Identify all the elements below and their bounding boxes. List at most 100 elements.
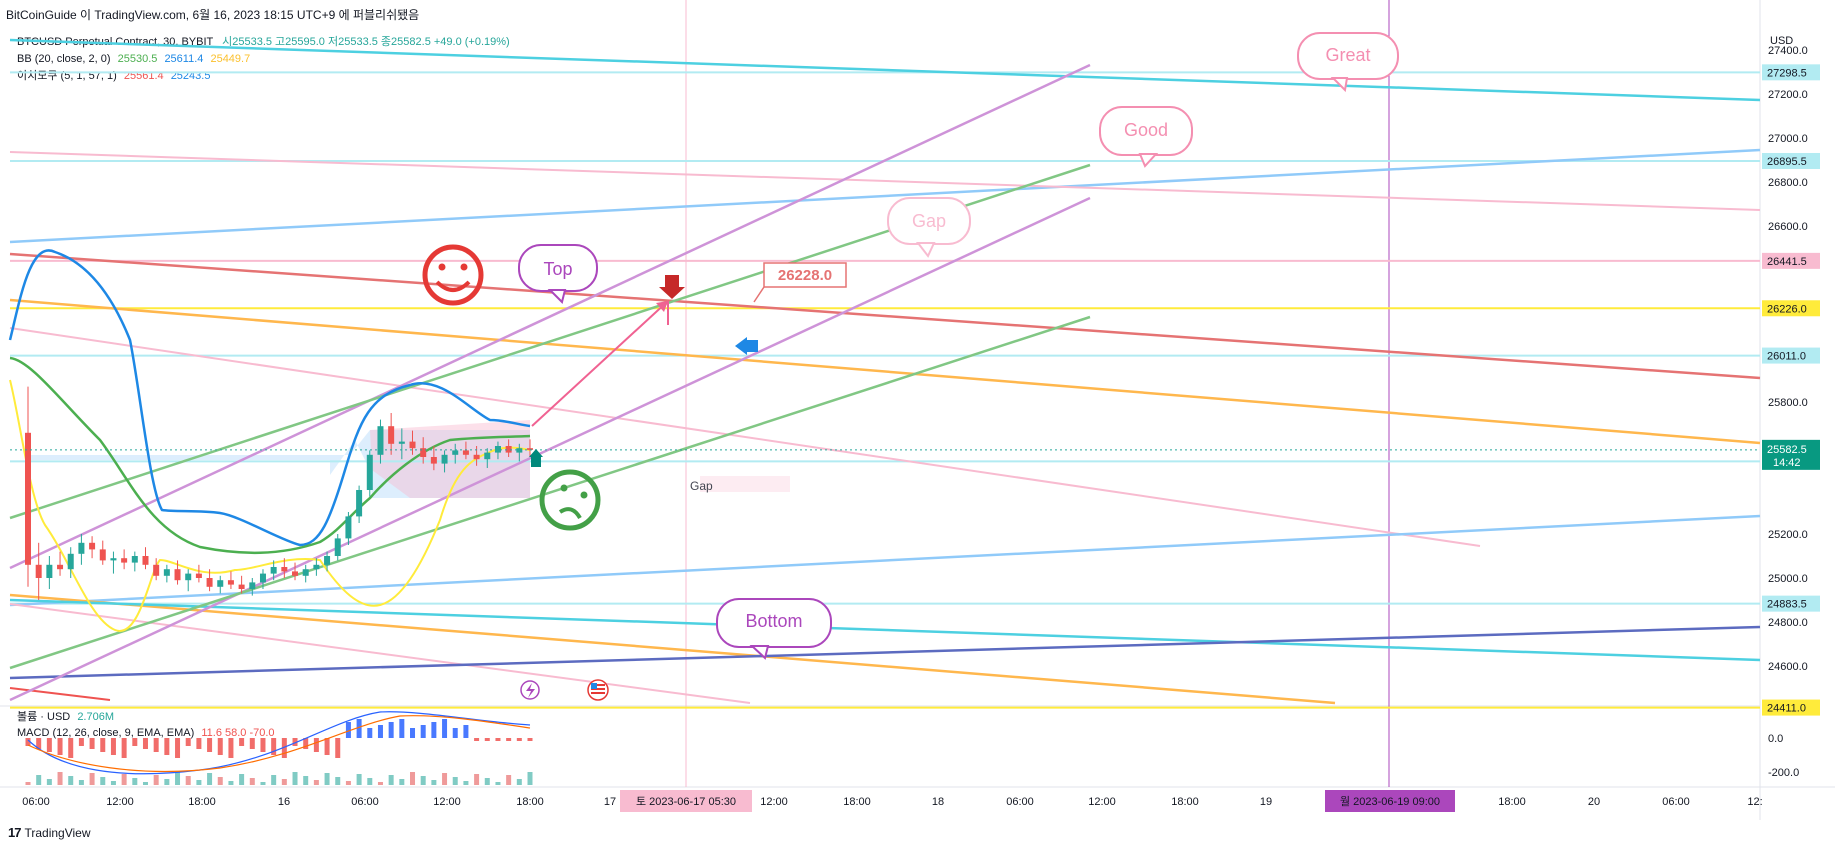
time-axis[interactable]: 06:00 12:00 18:00 16 06:00 12:00 18:00 17 12:00 1… bbox=[22, 790, 1763, 812]
lightning-event-icon[interactable] bbox=[520, 680, 540, 700]
candle-body-37[interactable] bbox=[420, 448, 427, 457]
candle-body-27[interactable] bbox=[313, 564, 320, 570]
macd-label[interactable]: MACD (12, 26, close, 9, EMA, EMA) bbox=[17, 727, 195, 739]
candle-body-35[interactable] bbox=[398, 441, 405, 444]
macd-hist-bar-40 bbox=[452, 728, 458, 738]
bb-label: BB (20, close, 2, 0) bbox=[17, 53, 111, 65]
callout-gap[interactable]: Gap bbox=[887, 197, 971, 258]
candle-body-43[interactable] bbox=[484, 452, 491, 460]
candle-body-17[interactable] bbox=[206, 578, 213, 587]
channel-purple-lower[interactable] bbox=[9, 196, 1091, 702]
candle-body-38[interactable] bbox=[430, 457, 437, 464]
candle-body-4[interactable] bbox=[67, 553, 74, 570]
volume-bar-44 bbox=[495, 782, 501, 785]
volume-bar-7 bbox=[100, 777, 106, 785]
candle-body-9[interactable] bbox=[121, 558, 128, 563]
callout-good[interactable]: Good bbox=[1099, 106, 1193, 168]
candle-body-47[interactable] bbox=[527, 448, 533, 450]
macd-hist-bar-35 bbox=[399, 719, 405, 738]
bb-legend-row[interactable]: BB (20, close, 2, 0) 25530.5 25611.4 254… bbox=[17, 51, 510, 68]
us-flag-event-icon[interactable] bbox=[587, 679, 609, 701]
level-badge-0 bbox=[1762, 64, 1820, 81]
macd-hist-bar-26 bbox=[303, 738, 309, 749]
macd-pane[interactable] bbox=[25, 711, 533, 785]
candle-body-16[interactable] bbox=[195, 573, 202, 578]
projection-arrow[interactable] bbox=[531, 300, 669, 427]
trendline-blue-lower[interactable] bbox=[9, 514, 1761, 607]
target-price-label[interactable]: 26228.0 bbox=[753, 262, 847, 303]
level-badge-6 bbox=[1762, 595, 1820, 612]
candle-body-41[interactable] bbox=[462, 450, 469, 455]
trendline-pink-lower[interactable] bbox=[9, 603, 751, 704]
candle-body-30[interactable] bbox=[345, 516, 352, 539]
candle-body-2[interactable] bbox=[46, 564, 53, 578]
candle-body-1[interactable] bbox=[35, 564, 42, 578]
candle-body-18[interactable] bbox=[217, 580, 224, 587]
candle-body-0[interactable] bbox=[25, 432, 31, 565]
projection-arrow-head bbox=[656, 301, 668, 312]
candle-body-31[interactable] bbox=[356, 490, 363, 517]
candle-body-40[interactable] bbox=[452, 450, 459, 455]
trendline-orange-upper[interactable] bbox=[9, 298, 1761, 445]
candle-body-7[interactable] bbox=[99, 549, 106, 561]
macd-hist-bar-0 bbox=[25, 738, 31, 746]
candle-body-39[interactable] bbox=[441, 454, 448, 464]
candle-body-26[interactable] bbox=[302, 569, 309, 576]
candle-body-6[interactable] bbox=[89, 542, 96, 550]
callout-great[interactable]: Great bbox=[1297, 32, 1399, 93]
candle-body-29[interactable] bbox=[334, 538, 341, 556]
volume-bar-14 bbox=[175, 772, 181, 785]
candle-body-44[interactable] bbox=[494, 446, 501, 453]
callout-bottom[interactable]: Bottom bbox=[716, 598, 832, 660]
trendline-red[interactable] bbox=[9, 252, 1761, 380]
candle-body-8[interactable] bbox=[110, 558, 117, 561]
candle-body-42[interactable] bbox=[473, 454, 480, 460]
candle-body-22[interactable] bbox=[259, 573, 266, 583]
trendline-pink-mid[interactable] bbox=[9, 327, 1481, 547]
candle-body-46[interactable] bbox=[516, 448, 523, 453]
trendline-red-short[interactable] bbox=[9, 687, 111, 701]
candle-body-28[interactable] bbox=[324, 556, 331, 565]
candle-body-20[interactable] bbox=[238, 584, 245, 589]
trendline-orange-lower[interactable] bbox=[9, 593, 1336, 705]
candle-body-3[interactable] bbox=[57, 564, 64, 570]
volume-label[interactable]: 볼륨 · USD bbox=[17, 711, 71, 723]
candle-body-23[interactable] bbox=[270, 567, 277, 574]
macd-hist-bar-24 bbox=[281, 738, 287, 758]
trendline-pink-upper[interactable] bbox=[9, 151, 1761, 211]
channel-green-lower[interactable] bbox=[9, 315, 1091, 670]
trendline-navy[interactable] bbox=[9, 625, 1761, 680]
current-price-badge bbox=[1762, 439, 1820, 470]
channel-purple-upper[interactable] bbox=[9, 63, 1091, 570]
candle-body-21[interactable] bbox=[249, 582, 256, 589]
price-axis[interactable]: 27298.526895.526441.526226.026011.025530… bbox=[1762, 45, 1820, 779]
candlestick-series[interactable] bbox=[25, 386, 533, 600]
candle-body-36[interactable] bbox=[409, 441, 416, 449]
trendline-cyan-lower[interactable] bbox=[9, 598, 1761, 662]
candle-body-13[interactable] bbox=[163, 569, 170, 576]
candle-body-15[interactable] bbox=[185, 573, 192, 581]
candle-body-45[interactable] bbox=[505, 446, 512, 453]
candle-body-19[interactable] bbox=[227, 580, 234, 585]
candle-body-12[interactable] bbox=[153, 564, 160, 576]
candle-body-10[interactable] bbox=[131, 556, 138, 563]
candle-body-5[interactable] bbox=[78, 542, 85, 554]
candle-body-32[interactable] bbox=[366, 454, 373, 490]
callout-top[interactable]: Top bbox=[518, 244, 598, 304]
tradingview-footer[interactable]: 17 TradingView bbox=[8, 825, 91, 840]
date-badge-text-0: 토 2023-06-17 05:30 bbox=[636, 796, 736, 808]
macd-hist-bar-22 bbox=[260, 738, 266, 752]
volume-bar-40 bbox=[452, 777, 458, 785]
trendline-blue-upper[interactable] bbox=[9, 148, 1761, 244]
candle-body-14[interactable] bbox=[174, 569, 181, 581]
candle-body-24[interactable] bbox=[281, 567, 288, 572]
candle-body-25[interactable] bbox=[292, 571, 299, 576]
level-badge-1 bbox=[1762, 152, 1820, 169]
trendline-cyan-top[interactable] bbox=[9, 38, 1761, 102]
volume-bar-20 bbox=[239, 774, 245, 785]
candle-body-34[interactable] bbox=[388, 426, 395, 444]
candle-body-33[interactable] bbox=[377, 426, 384, 455]
macd-hist-bar-17 bbox=[207, 738, 213, 752]
candle-body-11[interactable] bbox=[142, 556, 149, 565]
